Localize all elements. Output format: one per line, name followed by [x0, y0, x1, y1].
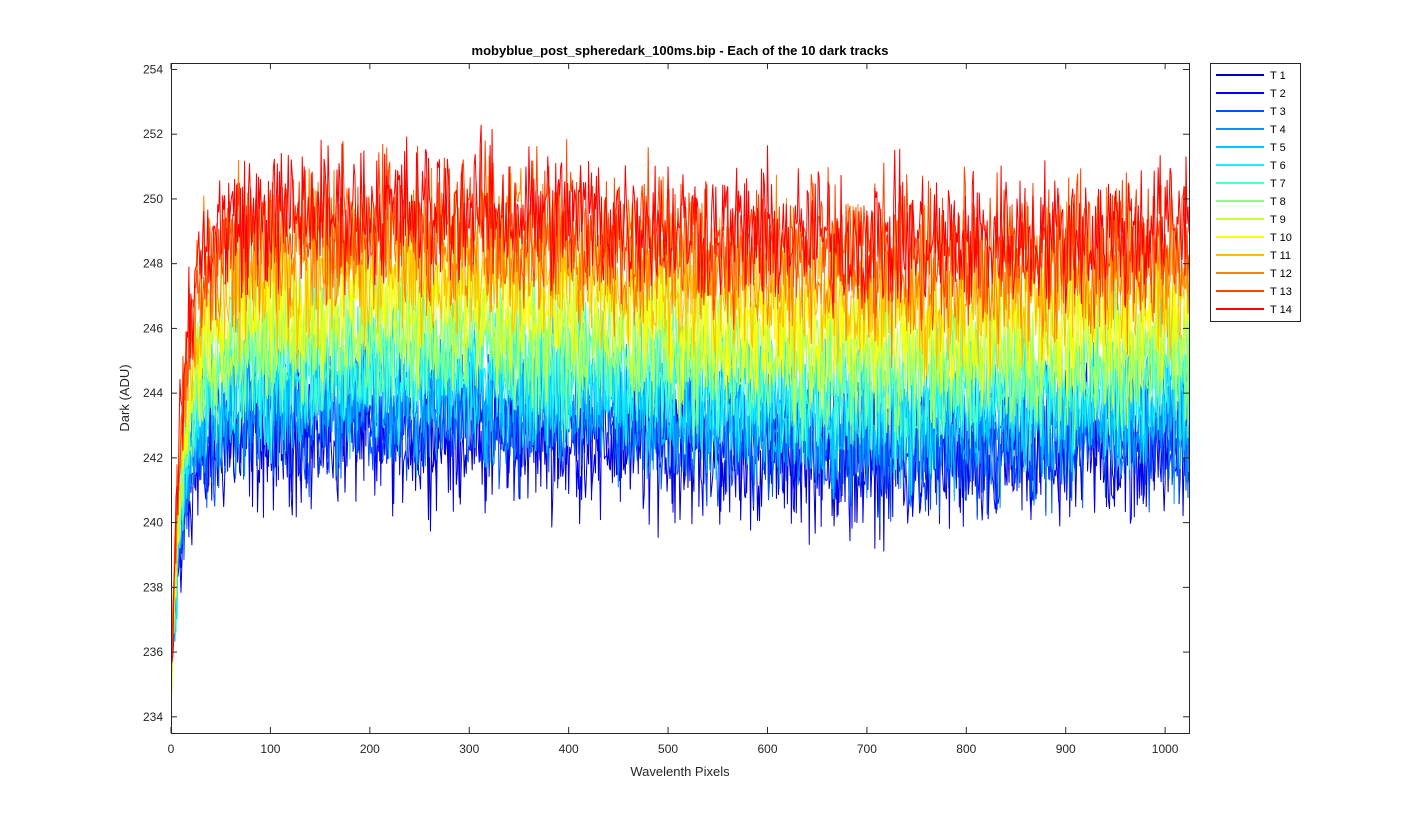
x-tick-label: 900 [1056, 742, 1076, 756]
legend-label-t11: T 11 [1270, 250, 1291, 262]
y-tick-label: 236 [143, 645, 163, 659]
x-tick-label: 500 [658, 742, 678, 756]
series-line-t14 [171, 124, 1189, 663]
plot-area: 0 100 200 300 400 500 600 700 800 900 1000 2342362… [143, 62, 1190, 756]
x-tick-label: 400 [559, 742, 579, 756]
legend: T 1 T 2 T 3 T 4 T 5 T 6 T 7 T 8 T 9 T 10 T 11 T 12 T… [1210, 63, 1301, 322]
x-axis: 0 100 200 300 400 500 600 700 800 900 1000 [168, 63, 1179, 756]
legend-label-t3: T 3 [1270, 106, 1286, 118]
legend-label-t10: T 10 [1270, 232, 1292, 244]
legend-label-t8: T 8 [1270, 196, 1286, 208]
legend-label-t6: T 6 [1270, 160, 1286, 172]
chart-title: mobyblue_post_spheredark_100ms.bip - Eac… [472, 43, 889, 58]
y-tick-label: 242 [143, 451, 163, 465]
x-tick-label: 1000 [1152, 742, 1179, 756]
y-tick-label: 244 [143, 386, 163, 400]
y-tick-label: 240 [143, 516, 163, 530]
y-axis-title: Dark (ADU) [117, 364, 132, 431]
series-group [171, 124, 1189, 711]
legend-label-t2: T 2 [1270, 88, 1286, 100]
legend-label-t9: T 9 [1270, 214, 1286, 226]
x-axis-title: Wavelenth Pixels [630, 764, 730, 779]
legend-box [1210, 63, 1301, 322]
y-tick-label: 250 [143, 192, 163, 206]
legend-label-t13: T 13 [1270, 286, 1292, 298]
x-tick-label: 800 [956, 742, 976, 756]
legend-label-t5: T 5 [1270, 142, 1286, 154]
y-tick-label: 246 [143, 321, 163, 335]
y-tick-label: 254 [143, 62, 163, 76]
x-tick-label: 700 [857, 742, 877, 756]
legend-label-t1: T 1 [1270, 70, 1286, 82]
legend-label-t7: T 7 [1270, 178, 1286, 190]
x-tick-label: 100 [260, 742, 280, 756]
y-tick-label: 234 [143, 710, 163, 724]
x-tick-label: 600 [757, 742, 777, 756]
y-tick-label: 252 [143, 127, 163, 141]
plot-frame [171, 63, 1190, 734]
legend-label-t12: T 12 [1270, 268, 1292, 280]
legend-label-t4: T 4 [1270, 124, 1286, 136]
x-tick-label: 0 [168, 742, 175, 756]
legend-label-t14: T 14 [1270, 304, 1292, 316]
y-tick-label: 238 [143, 580, 163, 594]
y-tick-label: 248 [143, 257, 163, 271]
y-axis: 234 236 238 240 242 244 246 248 250 252 254 [143, 62, 1189, 724]
x-tick-label: 300 [459, 742, 479, 756]
x-tick-label: 200 [360, 742, 380, 756]
